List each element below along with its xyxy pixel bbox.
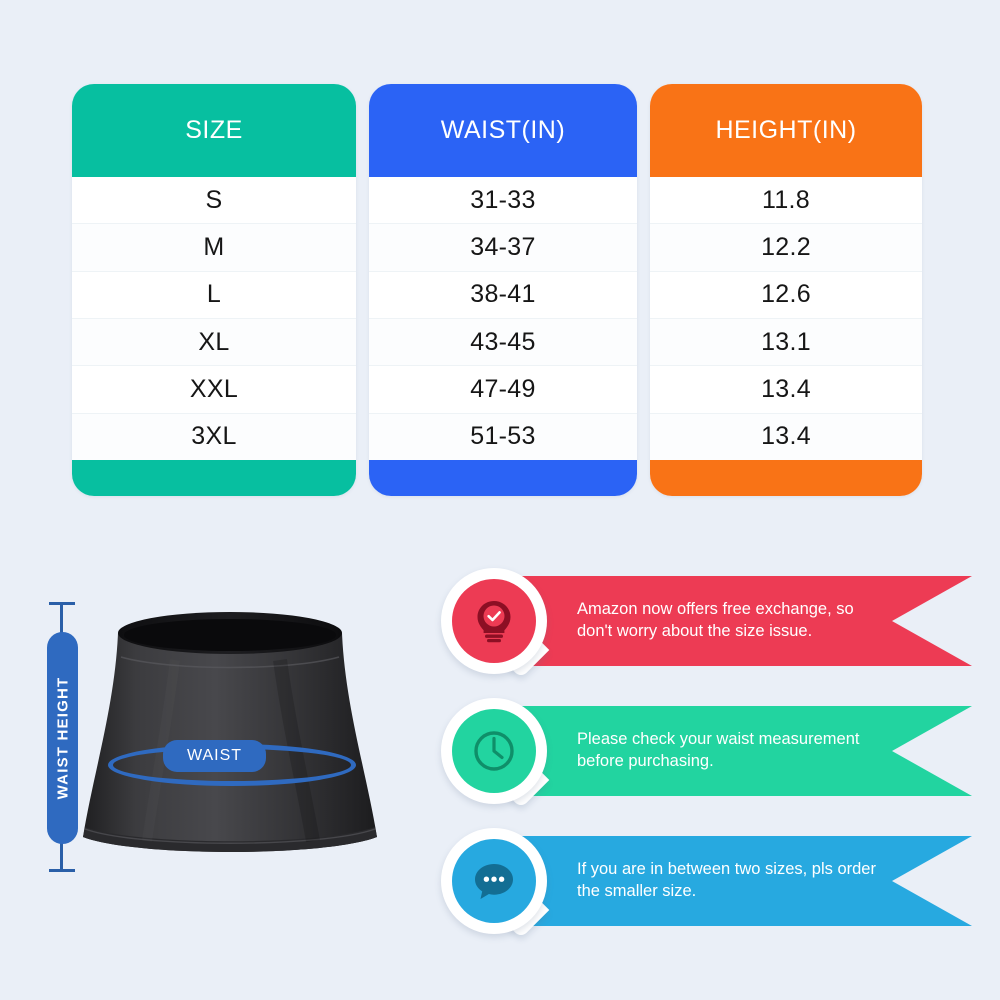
note-ribbon: Please check your waist measurement befo… <box>472 706 972 796</box>
note-item: If you are in between two sizes, pls ord… <box>432 820 977 940</box>
table-cell-height: 13.4 <box>650 366 922 414</box>
product-diagram: WAIST HEIGHT <box>20 560 430 980</box>
size-chart-column-size: SIZE S M L XL XXL 3XL <box>72 84 356 496</box>
note-text: Please check your waist measurement befo… <box>577 730 860 770</box>
table-cell-size: XL <box>72 318 356 367</box>
table-cell-waist: 51-53 <box>369 413 637 460</box>
size-chart-table: SIZE S M L XL XXL 3XL WAIST(IN) 31-33 34… <box>72 84 922 496</box>
note-badge <box>435 562 553 680</box>
table-cell-waist: 38-41 <box>369 271 637 319</box>
table-cell-waist: 31-33 <box>369 177 637 225</box>
note-item: Please check your waist measurement befo… <box>432 690 977 810</box>
table-cell-height: 12.2 <box>650 224 922 272</box>
table-cell-size: L <box>72 271 356 319</box>
table-cell-waist: 43-45 <box>369 318 637 367</box>
note-ribbon: Amazon now offers free exchange, so don'… <box>472 576 972 666</box>
table-cell-height: 13.4 <box>650 413 922 460</box>
column-body-height: 11.8 12.2 12.6 13.1 13.4 13.4 <box>650 177 922 460</box>
column-footer-waist <box>369 460 637 496</box>
table-cell-size: 3XL <box>72 413 356 460</box>
measure-cap-top <box>49 602 75 605</box>
note-ribbon: If you are in between two sizes, pls ord… <box>472 836 972 926</box>
note-text: Amazon now offers free exchange, so don'… <box>577 600 854 640</box>
lightbulb-check-icon <box>452 579 536 663</box>
notes-list: Amazon now offers free exchange, so don'… <box>432 556 977 966</box>
note-text: If you are in between two sizes, pls ord… <box>577 860 876 900</box>
table-cell-size: XXL <box>72 366 356 414</box>
column-body-size: S M L XL XXL 3XL <box>72 177 356 460</box>
column-footer-height <box>650 460 922 496</box>
table-cell-waist: 47-49 <box>369 366 637 414</box>
size-chart-column-height: HEIGHT(IN) 11.8 12.2 12.6 13.1 13.4 13.4 <box>650 84 922 496</box>
table-cell-size: S <box>72 177 356 225</box>
chat-bubble-icon <box>452 839 536 923</box>
column-footer-size <box>72 460 356 496</box>
column-header-size: SIZE <box>72 84 356 177</box>
column-body-waist: 31-33 34-37 38-41 43-45 47-49 51-53 <box>369 177 637 460</box>
column-header-height: HEIGHT(IN) <box>650 84 922 177</box>
table-cell-height: 11.8 <box>650 177 922 225</box>
note-badge <box>435 822 553 940</box>
waist-label: WAIST <box>163 740 267 772</box>
table-cell-height: 12.6 <box>650 271 922 319</box>
table-cell-size: M <box>72 224 356 272</box>
note-item: Amazon now offers free exchange, so don'… <box>432 560 977 680</box>
size-chart-column-waist: WAIST(IN) 31-33 34-37 38-41 43-45 47-49 … <box>369 84 637 496</box>
column-header-waist: WAIST(IN) <box>369 84 637 177</box>
note-badge <box>435 692 553 810</box>
waist-height-pill: WAIST HEIGHT <box>47 632 78 844</box>
waist-height-measure: WAIST HEIGHT <box>47 602 78 872</box>
table-cell-waist: 34-37 <box>369 224 637 272</box>
waist-height-label: WAIST HEIGHT <box>54 676 71 800</box>
measure-cap-bottom <box>49 869 75 872</box>
clock-icon <box>452 709 536 793</box>
table-cell-height: 13.1 <box>650 318 922 367</box>
